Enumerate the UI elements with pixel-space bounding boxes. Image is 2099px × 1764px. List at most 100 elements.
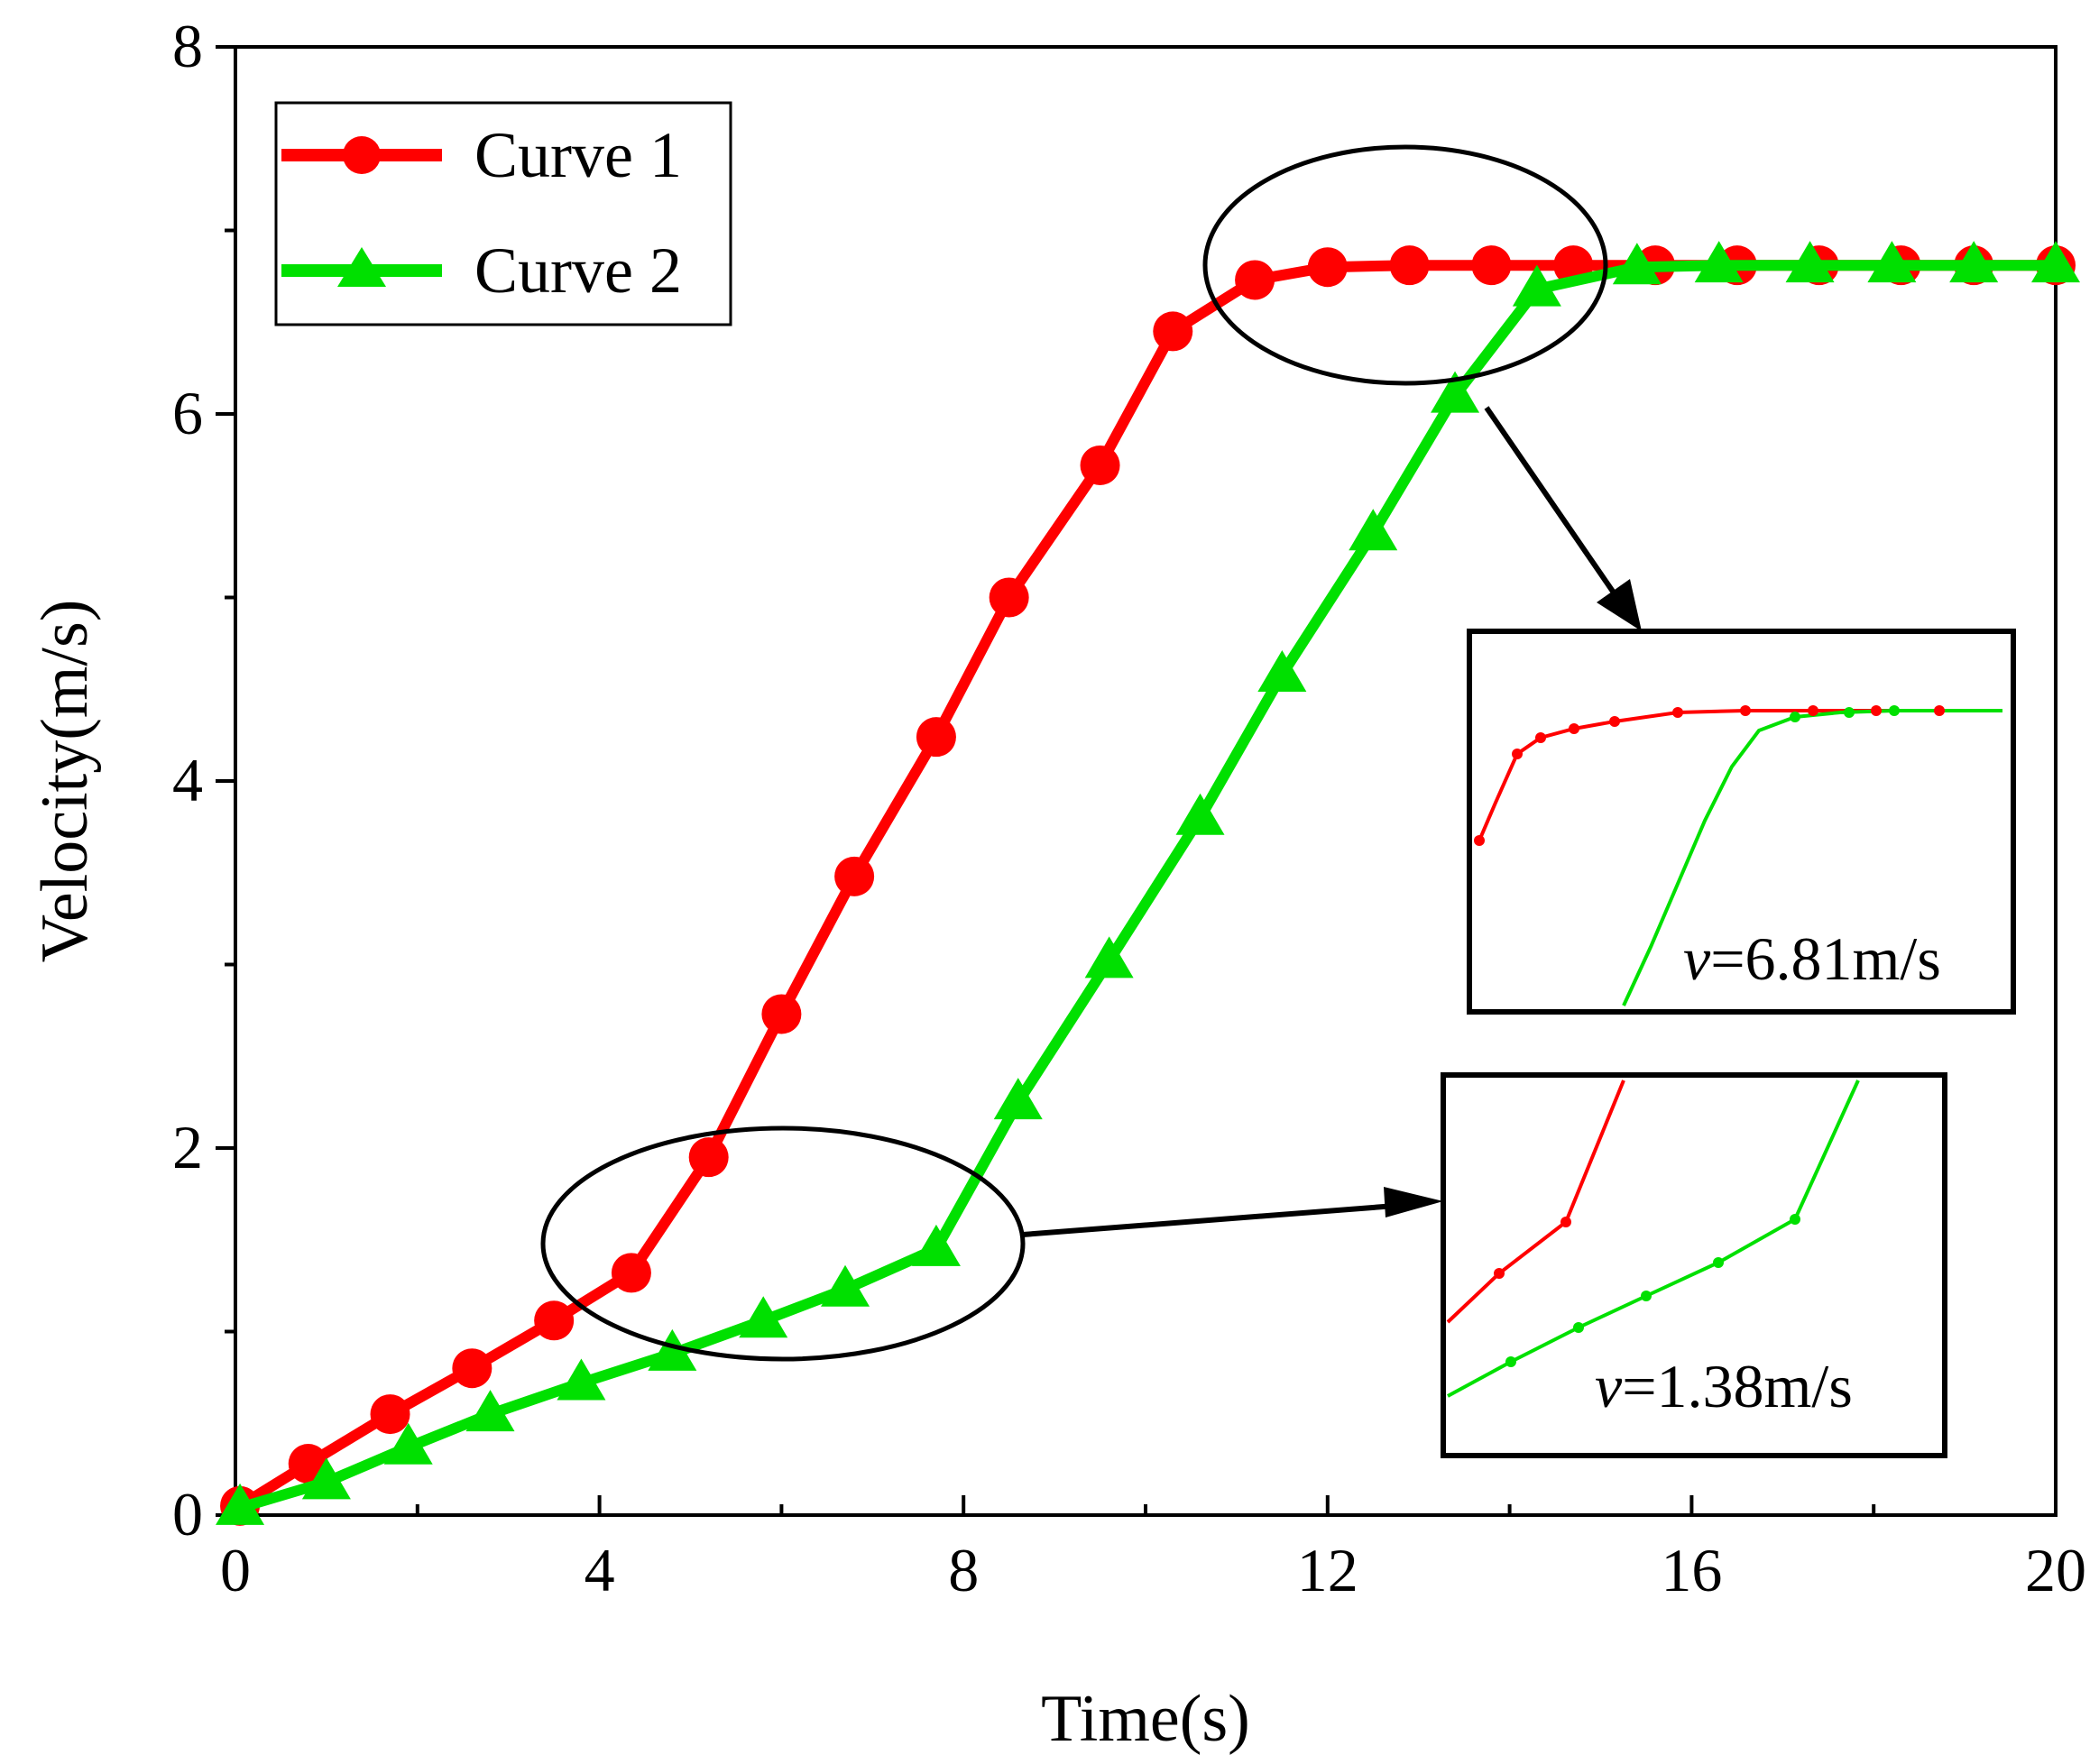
y-tick-label: 2 <box>172 1113 203 1181</box>
data-point-curve-2 <box>1867 241 1917 283</box>
inset-marker <box>1790 712 1800 722</box>
data-point-curve-1 <box>452 1348 493 1389</box>
data-point-curve-1 <box>1471 245 1512 286</box>
inset-marker <box>1934 705 1945 716</box>
legend: Curve 1 Curve 2 <box>274 101 732 326</box>
data-point-curve-2 <box>739 1296 788 1338</box>
data-point-curve-1 <box>370 1394 410 1435</box>
inset-lower-curve-1 <box>1446 1080 1625 1324</box>
inset-marker <box>1494 1268 1505 1279</box>
inset-lower-label-value: =1.38m/s <box>1622 1352 1853 1420</box>
series-line-curve-2 <box>238 260 2056 1513</box>
inset-marker <box>1641 1291 1652 1301</box>
inset-marker <box>1740 705 1751 716</box>
data-point-curve-2 <box>1612 243 1662 285</box>
y-axis-title: Velocity(m/s) <box>28 600 102 963</box>
inset-lower: v=1.38m/s <box>1441 1072 1947 1458</box>
legend-marker-curve-2 <box>337 247 386 287</box>
callout-ellipse-upper <box>1202 144 1608 386</box>
data-point-curve-2 <box>465 1390 515 1432</box>
inset-lower-frame <box>1441 1072 1947 1458</box>
inset-lower-label: v=1.38m/s <box>1595 1352 1853 1420</box>
inset-upper-label-value: =6.81m/s <box>1710 924 1941 993</box>
inset-marker <box>1474 835 1485 846</box>
inset-marker <box>1573 1322 1584 1333</box>
data-point-curve-1 <box>1080 445 1120 485</box>
callout-arrowhead-lower <box>1384 1187 1443 1217</box>
data-point-curve-1 <box>1153 311 1193 352</box>
callout-ellipse-lower <box>540 1125 1026 1362</box>
callout-arrow-upper <box>1484 406 1622 602</box>
x-tick-label: 20 <box>2025 1536 2086 1604</box>
data-point-curve-2 <box>1512 264 1561 307</box>
inset-marker <box>1505 1356 1516 1367</box>
inset-marker <box>1535 732 1546 743</box>
data-point-curve-2 <box>557 1358 606 1401</box>
data-point-curve-1 <box>611 1253 651 1293</box>
inset-marker <box>1889 705 1900 716</box>
inset-upper-label: v=6.81m/s <box>1683 924 1941 993</box>
data-point-curve-1 <box>688 1137 729 1178</box>
y-tick-label: 6 <box>172 379 203 447</box>
x-axis-title: Time(s) <box>1041 1682 1250 1756</box>
data-point-curve-2 <box>911 1224 961 1266</box>
series-layer <box>216 241 2080 1526</box>
data-point-curve-2 <box>821 1264 870 1307</box>
inset-lower-dots <box>1494 1214 1800 1367</box>
data-point-curve-1 <box>1389 245 1430 286</box>
inset-marker <box>1609 716 1620 727</box>
legend-label-curve-1: Curve 1 <box>474 119 682 191</box>
x-tick-label: 0 <box>220 1536 251 1604</box>
inset-marker <box>1790 1214 1800 1225</box>
data-point-curve-1 <box>989 577 1029 618</box>
data-point-curve-1 <box>834 856 875 896</box>
inset-upper: v=6.81m/s <box>1467 629 2016 1015</box>
data-point-curve-2 <box>1694 241 1744 283</box>
inset-marker <box>1871 705 1882 716</box>
data-point-curve-1 <box>916 717 956 758</box>
x-tick-label: 8 <box>948 1536 979 1604</box>
data-point-curve-2 <box>2031 241 2080 283</box>
series-curve-2 <box>216 241 2080 1525</box>
data-point-curve-1 <box>761 994 802 1034</box>
data-point-curve-2 <box>1175 793 1225 835</box>
y-tick-label: 0 <box>172 1480 203 1548</box>
inset-marker <box>1512 749 1523 759</box>
data-point-curve-2 <box>301 1457 351 1500</box>
inset-marker <box>1844 707 1855 718</box>
data-point-curve-2 <box>1349 509 1398 551</box>
data-point-curve-1 <box>1307 247 1348 288</box>
inset-upper-frame <box>1467 629 2016 1015</box>
data-point-curve-2 <box>216 1483 265 1525</box>
data-point-curve-1 <box>534 1300 575 1341</box>
callout-arrowhead-upper <box>1597 579 1642 631</box>
callout-arrow-lower <box>1022 1202 1408 1237</box>
data-point-curve-2 <box>648 1328 697 1371</box>
inset-marker <box>1808 705 1818 716</box>
x-tick-label: 12 <box>1297 1536 1358 1604</box>
inset-marker <box>1713 1257 1724 1268</box>
data-point-curve-2 <box>1785 241 1835 283</box>
x-tick-label: 16 <box>1661 1536 1722 1604</box>
data-point-curve-2 <box>1084 936 1134 978</box>
inset-upper-dots <box>1474 705 1945 846</box>
x-tick-label: 4 <box>585 1536 615 1604</box>
y-tick-label: 4 <box>172 746 203 814</box>
data-point-curve-1 <box>1235 260 1275 300</box>
tick-labels: 0 4 8 12 16 20 0 2 4 6 8 <box>172 12 2086 1604</box>
data-point-curve-2 <box>383 1422 433 1465</box>
inset-upper-label-symbol: v <box>1683 924 1711 993</box>
inset-marker <box>1560 1217 1571 1227</box>
data-point-curve-2 <box>1431 371 1480 413</box>
data-point-curve-2 <box>1949 241 1999 283</box>
inset-lower-label-symbol: v <box>1595 1352 1623 1420</box>
inset-marker <box>1569 723 1579 734</box>
legend-label-curve-2: Curve 2 <box>474 234 682 307</box>
inset-marker <box>1672 707 1683 718</box>
legend-marker-curve-1 <box>343 136 381 174</box>
y-tick-label: 8 <box>172 12 203 80</box>
data-point-curve-2 <box>993 1078 1043 1120</box>
inset-upper-curve-2 <box>1622 709 2002 1006</box>
data-point-curve-2 <box>1257 649 1307 692</box>
